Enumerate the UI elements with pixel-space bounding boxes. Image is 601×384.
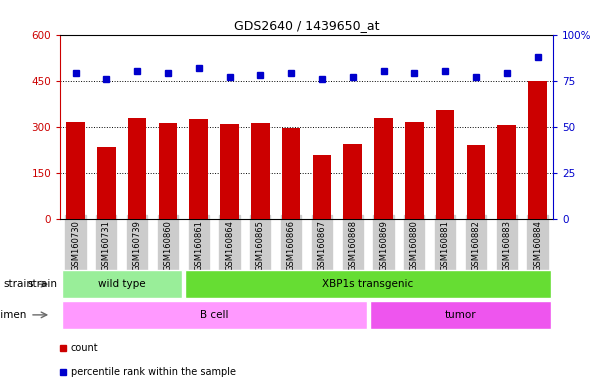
Text: percentile rank within the sample: percentile rank within the sample [71, 367, 236, 377]
Text: strain: strain [3, 279, 33, 289]
Bar [62, 301, 367, 329]
Text: count: count [71, 343, 99, 354]
Bar [221, 124, 239, 219]
Text: strain: strain [27, 279, 57, 289]
Bar [528, 81, 547, 219]
Bar [374, 118, 393, 219]
Bar [467, 144, 485, 219]
Bar [185, 270, 551, 298]
Bar [97, 147, 115, 219]
Bar [159, 123, 177, 219]
Bar [370, 301, 551, 329]
Bar [128, 118, 147, 219]
Bar [436, 111, 454, 219]
Bar [66, 122, 85, 219]
Bar [282, 128, 300, 219]
Bar [251, 123, 270, 219]
Bar [498, 124, 516, 219]
Text: tumor: tumor [445, 310, 477, 320]
Bar [344, 144, 362, 219]
Text: B cell: B cell [200, 310, 228, 320]
Text: XBP1s transgenic: XBP1s transgenic [323, 279, 413, 289]
Bar [189, 119, 208, 219]
Bar [405, 122, 424, 219]
Bar [62, 270, 182, 298]
Text: specimen: specimen [0, 310, 27, 320]
Bar [313, 155, 331, 219]
Title: GDS2640 / 1439650_at: GDS2640 / 1439650_at [234, 19, 379, 32]
Text: wild type: wild type [98, 279, 145, 289]
